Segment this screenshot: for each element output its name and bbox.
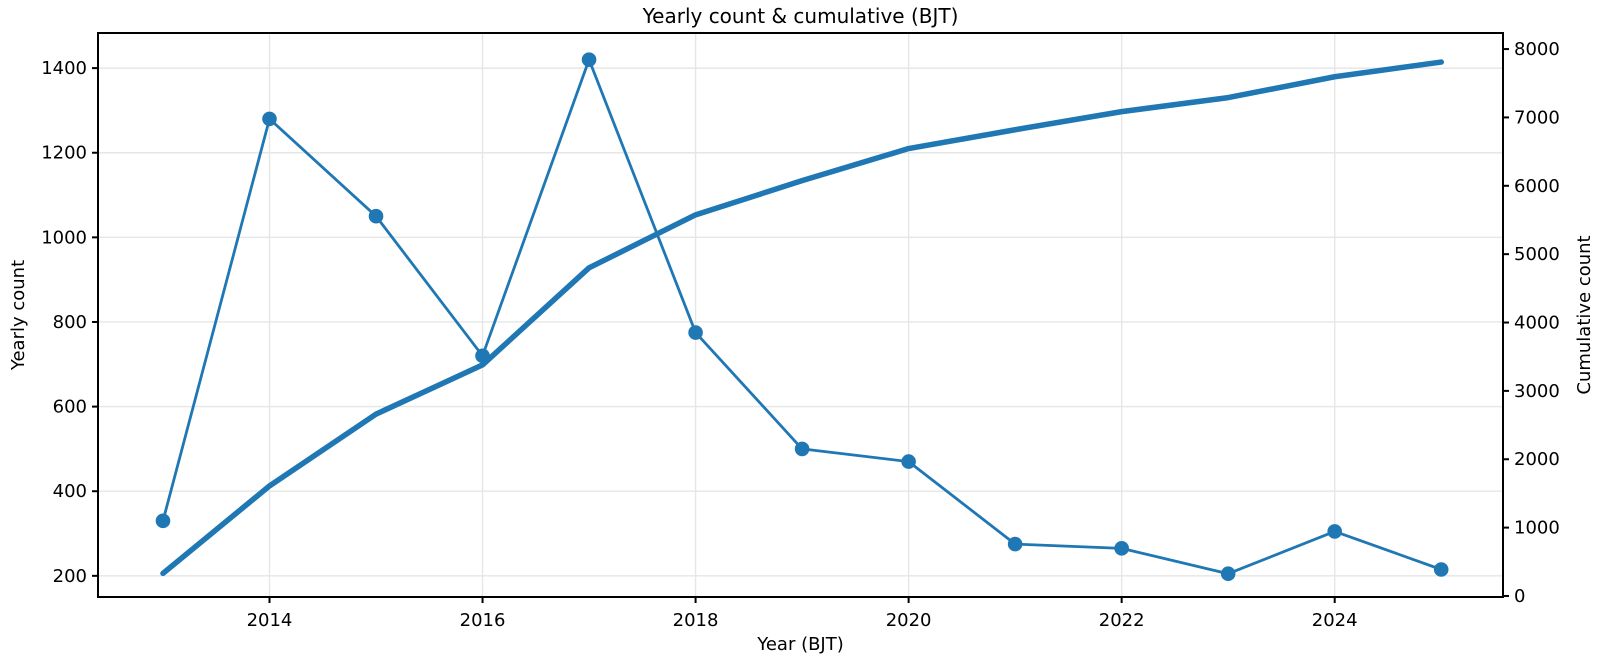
x-tick-label: 2020 [886, 610, 932, 631]
y-tick-label-right: 0 [1514, 586, 1525, 607]
y-tick-label-left: 1400 [41, 58, 87, 79]
y-tick-label-left: 200 [53, 566, 87, 587]
axes-spines [97, 32, 1504, 598]
data-point-marker [1007, 536, 1023, 552]
y-tick-label-right: 3000 [1514, 381, 1560, 402]
y-tick-label-left: 800 [53, 312, 87, 333]
chart-title: Yearly count & cumulative (BJT) [642, 4, 959, 28]
y-tick-label-right: 4000 [1514, 313, 1560, 334]
y-tick-label-right: 5000 [1514, 244, 1560, 265]
y-tick-label-right: 1000 [1514, 518, 1560, 539]
x-tick-label: 2024 [1312, 610, 1358, 631]
data-point-marker [1433, 562, 1449, 577]
data-point-marker [368, 208, 384, 224]
y-tick-label-right: 2000 [1514, 449, 1560, 470]
data-point-marker [794, 441, 810, 457]
y-tick-label-right: 8000 [1514, 39, 1560, 60]
data-point-marker [688, 325, 703, 340]
x-axis-label: Year (BJT) [757, 634, 844, 655]
y-tick-label-left: 1200 [41, 143, 87, 164]
right-axis-label: Cumulative count [1574, 235, 1595, 395]
y-tick-label-left: 1000 [41, 227, 87, 248]
data-point-marker [1114, 541, 1129, 556]
x-tick-label: 2016 [460, 610, 506, 631]
data-point-marker [155, 513, 171, 529]
x-tick-label: 2018 [673, 610, 719, 631]
x-tick-label: 2022 [1099, 610, 1145, 631]
data-point-marker [581, 52, 597, 67]
data-point-marker [901, 454, 916, 469]
y-tick-label-right: 7000 [1514, 107, 1560, 128]
data-point-marker [1220, 566, 1236, 582]
y-tick-label-left: 400 [53, 481, 87, 502]
y-tick-label-right: 6000 [1514, 176, 1560, 197]
left-axis-label: Yearly count [8, 259, 29, 371]
y-tick-label-left: 600 [53, 397, 87, 418]
x-tick-label: 2014 [247, 610, 293, 631]
data-point-marker [262, 111, 277, 127]
cumulative-count-line [160, 59, 1444, 577]
yearly-count-line [161, 58, 1443, 576]
data-point-marker [1327, 524, 1342, 539]
